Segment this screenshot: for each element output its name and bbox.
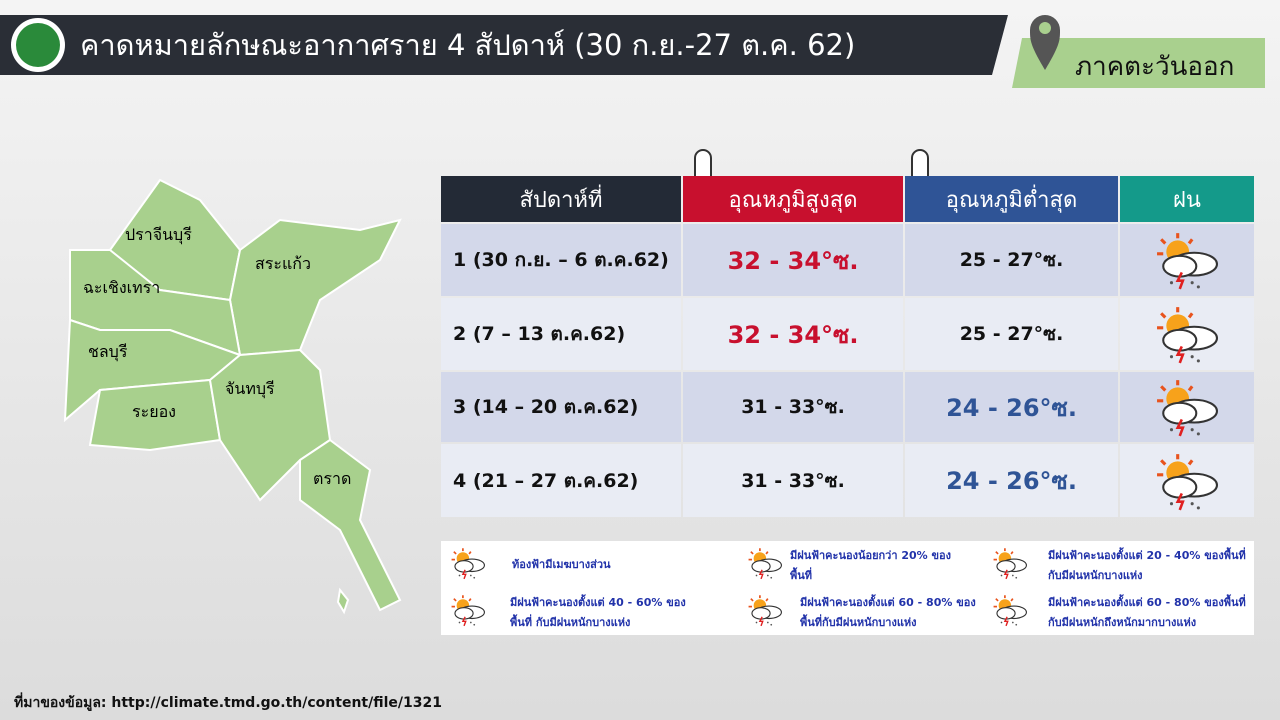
legend-text: มีฝนฟ้าคะนองตั้งแต่ 20 - 40% ของพื้นที่ … [1048, 549, 1246, 582]
min-temp-cell: 24 - 26°ซ. [905, 372, 1118, 442]
pin-dot [1039, 22, 1051, 34]
province-label: สระแก้ว [255, 254, 311, 273]
rain-cell [1120, 298, 1254, 370]
rain-icon [1155, 378, 1219, 438]
region-box [1012, 38, 1265, 88]
province-label: ปราจีนบุรี [125, 225, 192, 244]
pin [1030, 15, 1060, 70]
legend-text: มีฝนฟ้าคะนองตั้งแต่ 60 - 80% ของพื้นที่ … [1048, 596, 1246, 629]
table-header: อุณหภูมิต่ำสุด [905, 176, 1118, 222]
rain-icon [1155, 231, 1219, 291]
rain-cell [1120, 444, 1254, 517]
min-temp-cell: 25 - 27°ซ. [905, 224, 1118, 296]
province-label: ฉะเชิงเทรา [83, 278, 161, 297]
max-temp-cell: 31 - 33°ซ. [683, 444, 903, 517]
week-cell: 2 (7 – 13 ต.ค.62) [441, 298, 681, 370]
min-temp-cell: 24 - 26°ซ. [905, 444, 1118, 517]
week-cell: 4 (21 – 27 ต.ค.62) [441, 444, 681, 517]
table-header: สัปดาห์ที่ [441, 176, 681, 222]
logo [16, 23, 60, 67]
title-bar [0, 15, 1008, 75]
max-temp-cell: 32 - 34°ซ. [683, 224, 903, 296]
max-temp-cell: 31 - 33°ซ. [683, 372, 903, 442]
province-label: ชลบุรี [88, 342, 128, 361]
map [63, 178, 402, 615]
legend-text: มีฝนฟ้าคะนองตั้งแต่ 40 - 60% ของพื้นที่ … [510, 596, 686, 629]
min-temp-cell: 25 - 27°ซ. [905, 298, 1118, 370]
legend-text: มีฝนฟ้าคะนองน้อยกว่า 20% ของพื้นที่ [790, 549, 952, 582]
region: ภาคตะวันออก [1075, 52, 1235, 82]
week-cell: 3 (14 – 20 ต.ค.62) [441, 372, 681, 442]
max-temp-cell: 32 - 34°ซ. [683, 298, 903, 370]
week-cell: 1 (30 ก.ย. – 6 ต.ค.62) [441, 224, 681, 296]
table-header: ฝน [1120, 176, 1254, 222]
title: คาดหมายลักษณะอากาศราย 4 สัปดาห์ (30 ก.ย.… [80, 28, 856, 62]
source: ที่มาของข้อมูล: http://climate.tmd.go.th… [14, 695, 442, 711]
province-label: จันทบุรี [225, 379, 275, 398]
legend-text: มีฝนฟ้าคะนองตั้งแต่ 60 - 80% ของพื้นที่ก… [800, 596, 976, 629]
legend-box [441, 541, 1254, 635]
province-label: ระยอง [132, 402, 176, 421]
legend-text: ท้องฟ้ามีเมฆบางส่วน [512, 558, 611, 571]
table-header: อุณหภูมิสูงสุด [683, 176, 903, 222]
rain-cell [1120, 224, 1254, 296]
rain-icon [1155, 305, 1219, 365]
rain-icon [1155, 452, 1219, 512]
province-label: ตราด [313, 469, 352, 488]
rain-cell [1120, 372, 1254, 442]
